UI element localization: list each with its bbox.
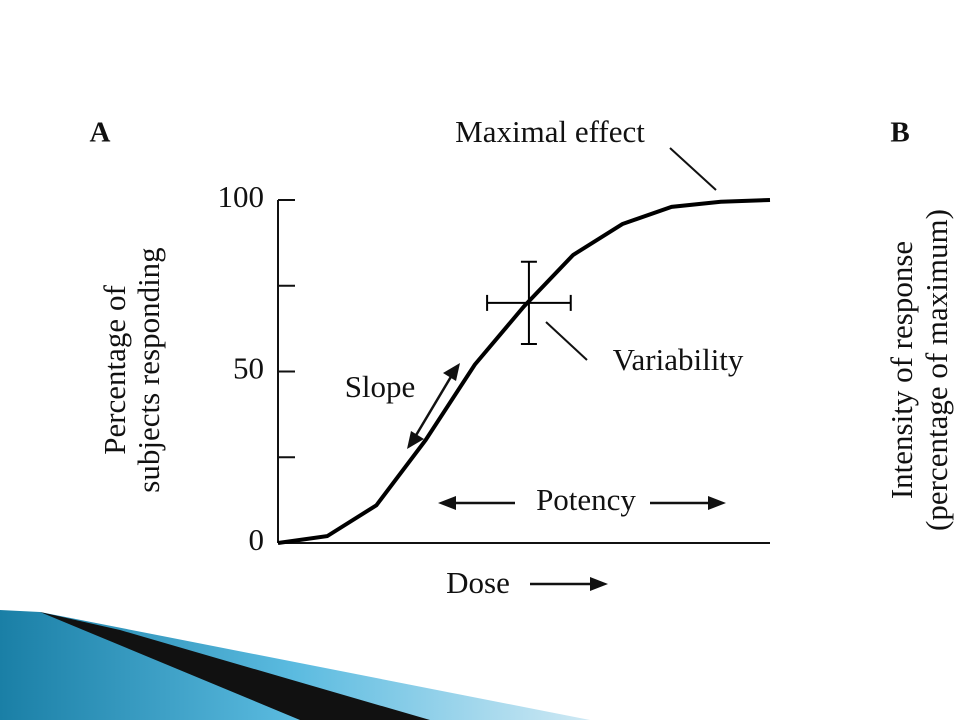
x-label: Dose <box>446 565 510 600</box>
annotation: Variability <box>613 342 744 377</box>
annotation: Potency <box>536 482 636 517</box>
annotation: Maximal effect <box>455 114 645 149</box>
panel-label: A <box>90 117 111 149</box>
y-label-b: (percentage of maximum) <box>919 209 954 531</box>
y-tick-label: 0 <box>249 522 265 557</box>
arrows <box>407 147 726 591</box>
y-label: subjects responding <box>131 247 166 492</box>
curve <box>277 198 771 545</box>
decor-swoosh <box>0 610 590 720</box>
y-tick-label: 50 <box>233 351 264 386</box>
decor-swoosh-dark <box>40 612 430 720</box>
y-label: Percentage of <box>97 285 132 455</box>
y-tick-label: 100 <box>218 179 265 214</box>
annotation: Slope <box>345 369 416 404</box>
y-label-b: Intensity of response <box>884 241 919 499</box>
panel-label: B <box>890 117 909 149</box>
